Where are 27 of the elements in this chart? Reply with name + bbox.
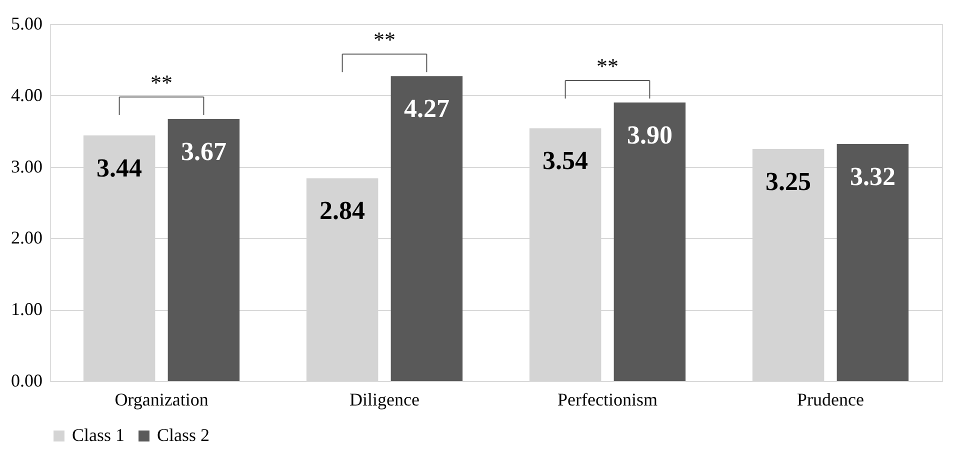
data-label: 3.54: [542, 146, 588, 176]
x-tick-label: Organization: [114, 390, 208, 410]
annotation: **: [374, 27, 396, 52]
data-label: 4.27: [404, 94, 450, 124]
y-tick-label: 5.00: [11, 14, 42, 34]
y-tick-label: 4.00: [11, 84, 42, 105]
x-tick-label: Prudence: [797, 390, 864, 410]
y-tick-label: 0.00: [11, 370, 42, 390]
data-label: 2.84: [320, 196, 366, 226]
data-label: 3.25: [766, 166, 812, 196]
data-label: 3.44: [96, 153, 142, 182]
y-tick-label: 2.00: [11, 228, 42, 248]
data-label: 3.90: [626, 120, 672, 150]
data-label: 3.32: [850, 162, 896, 191]
data-label: 3.67: [180, 136, 226, 166]
annotation: **: [150, 70, 172, 95]
bar: [168, 118, 240, 381]
annotation: **: [596, 54, 618, 79]
x-tick-label: Perfectionism: [558, 390, 658, 410]
legend-label: Class 1: [72, 425, 125, 445]
bar: [614, 102, 686, 381]
legend-label: Class 2: [157, 425, 210, 445]
bar: [390, 76, 463, 381]
bar: [836, 144, 909, 381]
y-tick-label: 3.00: [11, 156, 42, 176]
y-tick-label: 1.00: [11, 299, 42, 320]
x-tick-label: Diligence: [350, 390, 420, 410]
